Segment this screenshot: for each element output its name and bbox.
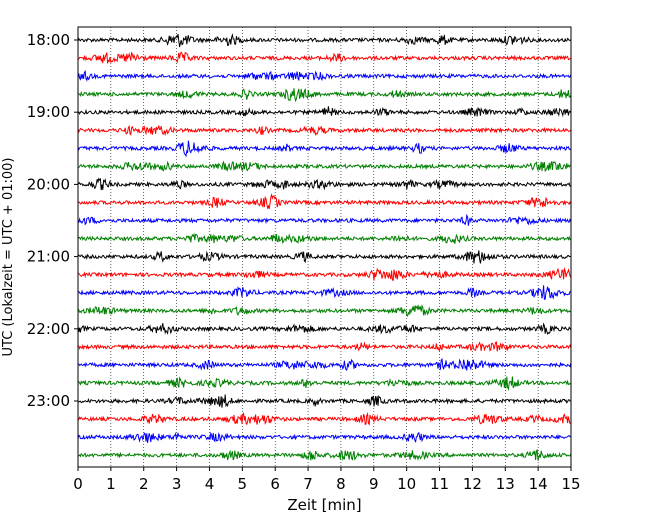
x-tick-label: 12 — [463, 475, 482, 493]
x-tick-label: 3 — [172, 475, 182, 493]
seismic-trace — [77, 357, 572, 371]
seismic-trace — [77, 341, 572, 352]
x-tick-label: 5 — [238, 475, 248, 493]
seismic-trace — [77, 285, 572, 300]
x-tick-label: 13 — [496, 475, 515, 493]
seismic-trace — [77, 106, 572, 118]
seismic-trace — [77, 33, 572, 48]
x-tick-label: 1 — [106, 475, 116, 493]
trace-layer — [77, 33, 572, 462]
seismic-trace — [77, 449, 572, 462]
seismic-trace — [77, 51, 572, 64]
y-tick-label: 19:00 — [27, 103, 70, 121]
x-axis-label: Zeit [min] — [287, 496, 361, 514]
seismic-trace — [77, 411, 572, 426]
seismic-trace — [77, 177, 571, 191]
x-tick-label: 0 — [73, 475, 83, 493]
y-tick-label: 20:00 — [27, 175, 70, 193]
seismic-trace — [77, 88, 572, 103]
seismic-trace — [77, 431, 571, 443]
seismic-trace — [77, 250, 571, 264]
seismic-trace — [77, 232, 571, 245]
x-tick-label: 2 — [139, 475, 149, 493]
x-tick-label: 10 — [397, 475, 416, 493]
x-tick-label: 8 — [336, 475, 346, 493]
y-tick-label: 18:00 — [27, 31, 70, 49]
y-tick-label: 23:00 — [27, 392, 70, 410]
seismic-trace — [77, 213, 572, 226]
seismic-trace — [77, 267, 572, 282]
x-tick-label: 15 — [561, 475, 580, 493]
seismic-trace — [77, 376, 572, 391]
plot-frame — [77, 26, 572, 468]
x-tick-label: 9 — [369, 475, 379, 493]
x-tick-label: 7 — [303, 475, 313, 493]
seismic-trace — [77, 304, 572, 317]
x-tick-label: 6 — [270, 475, 280, 493]
grid-layer — [110, 27, 539, 467]
y-tick-label: 22:00 — [27, 320, 70, 338]
seismic-trace — [77, 70, 572, 82]
seismic-trace — [77, 322, 572, 335]
x-tick-label: 4 — [205, 475, 215, 493]
seismic-trace — [77, 124, 572, 137]
tick-layer: 0 1 2 3 4 5 6 7 8 9 10 11 12 13 14 1518:0019:0020:0021:… — [27, 31, 581, 493]
x-tick-label: 11 — [430, 475, 449, 493]
seismic-trace — [77, 160, 571, 173]
y-tick-label: 21:00 — [27, 248, 70, 266]
seismic-trace — [77, 394, 571, 408]
seismic-trace — [77, 193, 572, 210]
y-axis-label: UTC (Lokalzeit = UTC + 01:00) — [1, 158, 16, 357]
x-tick-label: 14 — [529, 475, 548, 493]
seismic-trace — [77, 140, 572, 158]
